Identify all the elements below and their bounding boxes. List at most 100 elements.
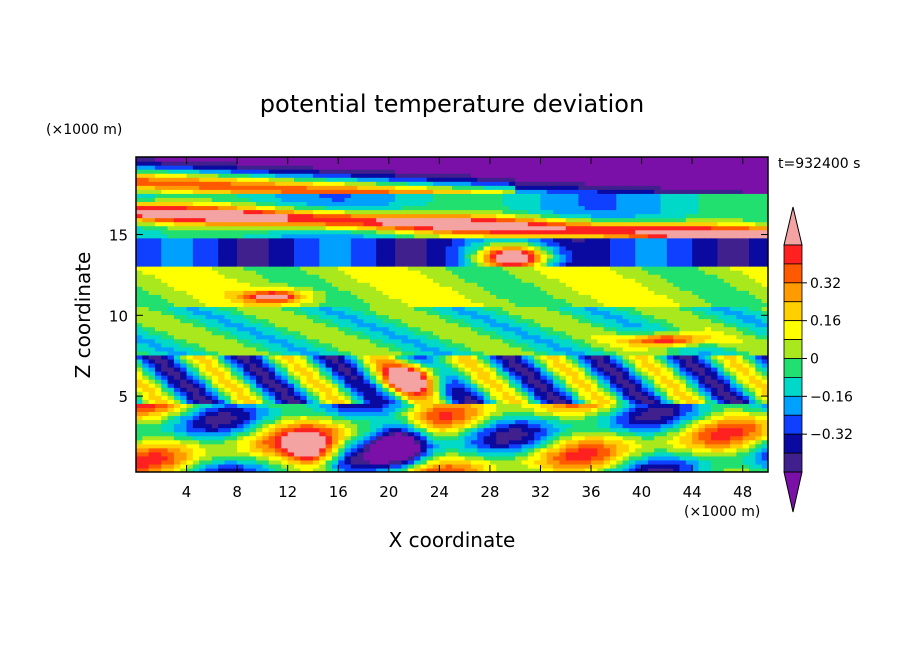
- heatmap-cell: [388, 181, 396, 186]
- heatmap-cell: [205, 270, 213, 275]
- heatmap-cell: [376, 262, 384, 267]
- heatmap-cell: [199, 157, 207, 162]
- heatmap-cell: [237, 362, 245, 368]
- heatmap-cell: [508, 350, 516, 356]
- heatmap-cell: [426, 310, 434, 316]
- heatmap-cell: [306, 217, 314, 223]
- heatmap-cell: [388, 459, 396, 465]
- heatmap-cell: [338, 411, 346, 417]
- heatmap-cell: [414, 157, 421, 162]
- heatmap-cell: [483, 177, 491, 182]
- heatmap-cell: [464, 262, 472, 267]
- heatmap-cell: [433, 391, 440, 396]
- heatmap-cell: [161, 298, 169, 303]
- heatmap-cell: [369, 322, 377, 328]
- heatmap-cell: [489, 439, 497, 445]
- heatmap-cell: [249, 419, 257, 425]
- heatmap-cell: [256, 201, 263, 207]
- heatmap-cell: [452, 330, 459, 336]
- heatmap-cell: [211, 371, 219, 376]
- heatmap-cell: [344, 383, 352, 388]
- heatmap-cell: [395, 383, 403, 388]
- heatmap-cell: [148, 229, 156, 235]
- heatmap-cell: [395, 387, 403, 392]
- heatmap-cell: [382, 375, 390, 380]
- heatmap-cell: [363, 314, 371, 320]
- heatmap-cell: [344, 338, 352, 344]
- heatmap-cell: [142, 241, 150, 247]
- heatmap-cell: [489, 197, 497, 203]
- heatmap-cell: [515, 213, 523, 219]
- heatmap-cell: [294, 249, 301, 255]
- heatmap-cell: [205, 383, 213, 388]
- heatmap-cell: [312, 451, 320, 457]
- heatmap-cell: [136, 237, 143, 243]
- heatmap-cell: [388, 262, 396, 267]
- heatmap-cell: [445, 173, 453, 178]
- heatmap-cell: [426, 403, 434, 408]
- heatmap-cell: [161, 270, 169, 275]
- heatmap-cell: [483, 298, 491, 303]
- heatmap-cell: [338, 427, 346, 433]
- heatmap-cell: [433, 415, 440, 421]
- heatmap-cell: [508, 310, 516, 316]
- heatmap-cell: [167, 350, 175, 356]
- heatmap-cell: [502, 375, 510, 380]
- heatmap-cell: [300, 286, 308, 291]
- heatmap-cell: [376, 278, 384, 283]
- heatmap-cell: [136, 290, 143, 295]
- heatmap-cell: [508, 371, 516, 376]
- heatmap-cell: [154, 367, 162, 372]
- heatmap-cell: [312, 407, 320, 413]
- heatmap-cell: [256, 278, 263, 283]
- heatmap-cell: [521, 350, 529, 356]
- heatmap-cell: [344, 455, 352, 461]
- heatmap-cell: [180, 419, 188, 425]
- heatmap-cell: [230, 330, 238, 336]
- heatmap-cell: [224, 225, 232, 231]
- heatmap-cell: [420, 314, 428, 320]
- heatmap-cell: [205, 161, 213, 166]
- heatmap-cell: [350, 253, 358, 259]
- heatmap-cell: [376, 189, 384, 194]
- heatmap-cell: [294, 367, 301, 372]
- heatmap-cell: [287, 415, 295, 421]
- heatmap-cell: [395, 423, 403, 429]
- heatmap-cell: [300, 354, 308, 360]
- heatmap-cell: [401, 350, 409, 356]
- heatmap-cell: [256, 346, 263, 352]
- heatmap-cell: [388, 322, 396, 328]
- heatmap-cell: [294, 463, 301, 469]
- heatmap-cell: [218, 193, 226, 198]
- heatmap-cell: [477, 387, 485, 392]
- heatmap-cell: [230, 391, 238, 396]
- heatmap-cell: [256, 229, 263, 235]
- heatmap-cell: [192, 229, 200, 235]
- heatmap-cell: [186, 383, 194, 388]
- heatmap-cell: [414, 278, 421, 283]
- heatmap-cell: [224, 189, 232, 194]
- heatmap-cell: [344, 201, 352, 207]
- heatmap-cell: [401, 455, 409, 461]
- heatmap-cell: [331, 383, 339, 388]
- heatmap-cell: [192, 451, 200, 457]
- heatmap-cell: [452, 253, 459, 259]
- heatmap-cell: [275, 391, 282, 396]
- heatmap-cell: [331, 181, 339, 186]
- heatmap-cell: [470, 334, 478, 340]
- heatmap-cell: [180, 306, 188, 312]
- heatmap-cell: [401, 407, 409, 413]
- heatmap-cell: [287, 310, 295, 316]
- heatmap-cell: [136, 459, 143, 465]
- heatmap-cell: [489, 358, 497, 364]
- heatmap-cell: [211, 375, 219, 380]
- heatmap-cell: [350, 350, 358, 356]
- heatmap-cell: [464, 379, 472, 384]
- heatmap-cell: [205, 241, 213, 247]
- heatmap-cell: [275, 213, 282, 219]
- heatmap-cell: [306, 411, 314, 417]
- heatmap-cell: [205, 371, 213, 376]
- heatmap-cell: [376, 371, 384, 376]
- heatmap-cell: [489, 225, 497, 231]
- heatmap-cell: [489, 322, 497, 328]
